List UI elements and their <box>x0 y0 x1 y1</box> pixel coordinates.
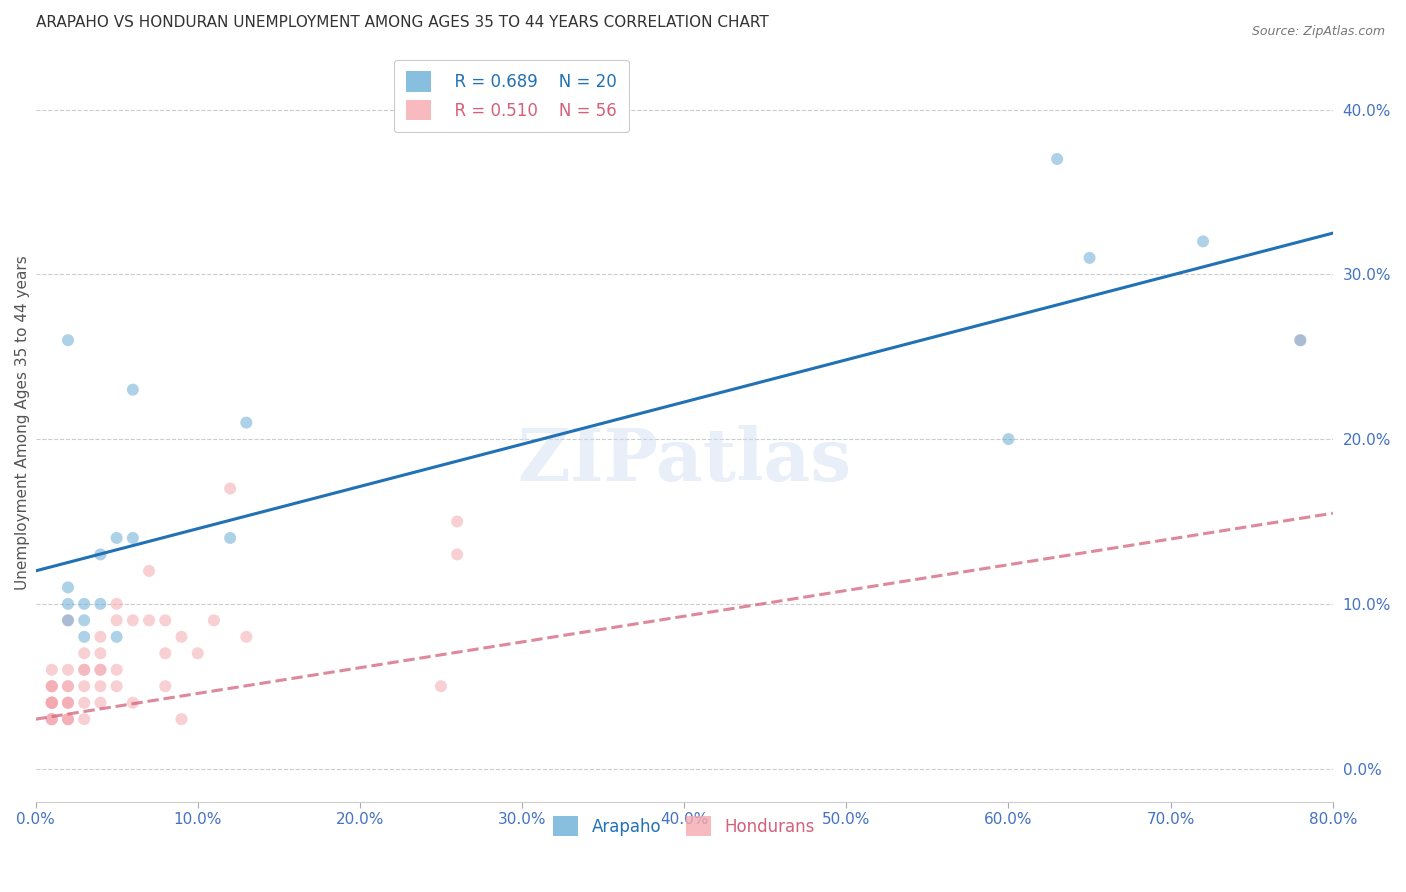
Point <box>1046 152 1069 166</box>
Point <box>446 548 468 562</box>
Point <box>155 679 177 693</box>
Point <box>73 712 96 726</box>
Point <box>73 630 96 644</box>
Point <box>56 333 79 347</box>
Point <box>1289 333 1312 347</box>
Point <box>89 696 111 710</box>
Point <box>41 696 63 710</box>
Point <box>105 613 128 627</box>
Text: Source: ZipAtlas.com: Source: ZipAtlas.com <box>1251 25 1385 38</box>
Point <box>73 679 96 693</box>
Point <box>73 663 96 677</box>
Point <box>446 515 468 529</box>
Point <box>219 531 242 545</box>
Point <box>56 597 79 611</box>
Point <box>73 597 96 611</box>
Point <box>1078 251 1101 265</box>
Point <box>73 646 96 660</box>
Point <box>1289 333 1312 347</box>
Point <box>41 696 63 710</box>
Point <box>1192 235 1215 249</box>
Point <box>138 613 160 627</box>
Point <box>89 646 111 660</box>
Point <box>56 696 79 710</box>
Point <box>997 432 1019 446</box>
Point <box>41 696 63 710</box>
Point <box>41 679 63 693</box>
Point <box>121 696 143 710</box>
Legend: Arapaho, Hondurans: Arapaho, Hondurans <box>543 806 825 847</box>
Point <box>41 679 63 693</box>
Point <box>89 597 111 611</box>
Point <box>105 597 128 611</box>
Point <box>41 712 63 726</box>
Point <box>89 630 111 644</box>
Point <box>56 663 79 677</box>
Point <box>121 383 143 397</box>
Point <box>41 712 63 726</box>
Point <box>41 663 63 677</box>
Point <box>56 696 79 710</box>
Point <box>73 613 96 627</box>
Point <box>170 712 193 726</box>
Point <box>56 581 79 595</box>
Point <box>73 663 96 677</box>
Point <box>41 696 63 710</box>
Point <box>138 564 160 578</box>
Point <box>56 613 79 627</box>
Text: ARAPAHO VS HONDURAN UNEMPLOYMENT AMONG AGES 35 TO 44 YEARS CORRELATION CHART: ARAPAHO VS HONDURAN UNEMPLOYMENT AMONG A… <box>35 15 768 30</box>
Point <box>155 613 177 627</box>
Point <box>121 613 143 627</box>
Point <box>235 416 257 430</box>
Point <box>73 696 96 710</box>
Point <box>105 663 128 677</box>
Point <box>202 613 225 627</box>
Point <box>89 663 111 677</box>
Point <box>56 712 79 726</box>
Point <box>187 646 209 660</box>
Point <box>41 712 63 726</box>
Point <box>89 663 111 677</box>
Point <box>56 712 79 726</box>
Point <box>56 712 79 726</box>
Point <box>430 679 453 693</box>
Point <box>155 646 177 660</box>
Point <box>105 630 128 644</box>
Point <box>56 696 79 710</box>
Point <box>41 679 63 693</box>
Text: ZIPatlas: ZIPatlas <box>517 425 851 496</box>
Point <box>105 679 128 693</box>
Point <box>56 613 79 627</box>
Y-axis label: Unemployment Among Ages 35 to 44 years: Unemployment Among Ages 35 to 44 years <box>15 255 30 590</box>
Point <box>170 630 193 644</box>
Point <box>41 696 63 710</box>
Point <box>56 679 79 693</box>
Point <box>235 630 257 644</box>
Point <box>56 679 79 693</box>
Point <box>219 482 242 496</box>
Point <box>121 531 143 545</box>
Point <box>105 531 128 545</box>
Point <box>89 679 111 693</box>
Point <box>89 548 111 562</box>
Point <box>41 696 63 710</box>
